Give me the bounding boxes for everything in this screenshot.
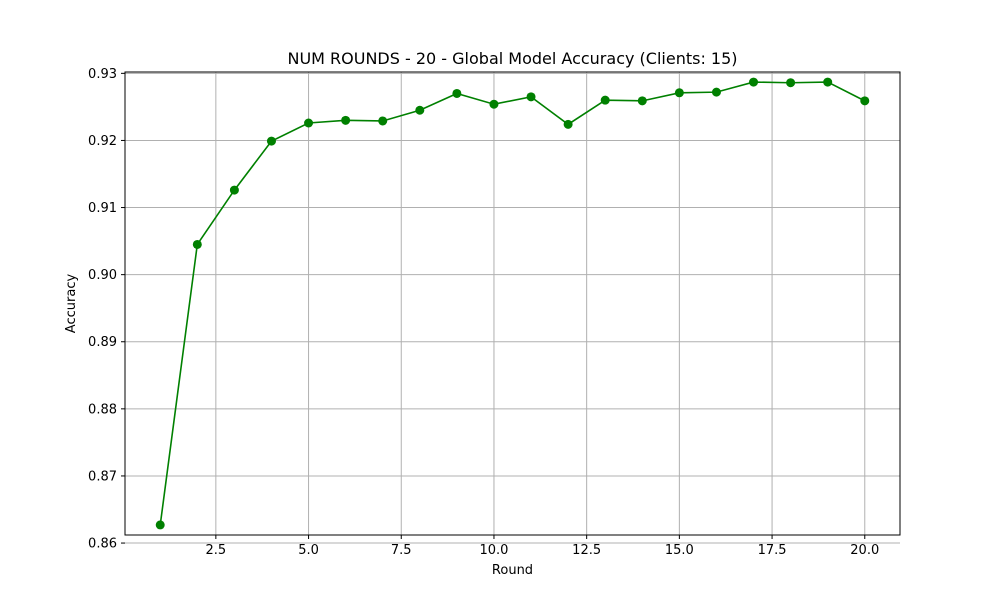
y-tick-label: 0.92: [88, 134, 117, 149]
data-point: [489, 99, 499, 109]
data-point: [341, 115, 351, 125]
x-axis-label: Round: [492, 563, 533, 578]
data-point: [637, 96, 647, 106]
grid: [125, 72, 900, 544]
data-point: [563, 119, 573, 129]
series-layer: [155, 77, 870, 530]
data-point: [674, 88, 684, 98]
x-tick-label: 17.5: [758, 543, 787, 558]
data-point: [155, 520, 165, 530]
y-tick-label: 0.91: [88, 201, 117, 216]
y-tick-label: 0.89: [88, 335, 117, 350]
x-tick-label: 5.0: [298, 543, 319, 558]
plot-area-frame: [124, 71, 901, 536]
chart-title: NUM ROUNDS - 20 - Global Model Accuracy …: [287, 49, 737, 68]
data-point: [266, 136, 276, 146]
y-tick-label: 0.86: [88, 537, 117, 552]
x-tick-label: 7.5: [391, 543, 412, 558]
x-tick-label: 2.5: [206, 543, 227, 558]
y-tick-label: 0.87: [88, 469, 117, 484]
data-point: [600, 95, 610, 105]
data-point: [452, 88, 462, 98]
data-point: [823, 77, 833, 87]
x-tick-label: 20.0: [850, 543, 879, 558]
data-point: [711, 87, 721, 97]
x-tick-label: 12.5: [572, 543, 601, 558]
y-axis-label: Accuracy: [64, 274, 79, 334]
y-tick-label: 0.93: [88, 67, 117, 82]
data-point: [229, 185, 239, 195]
x-tick-label: 10.0: [479, 543, 508, 558]
data-point: [192, 239, 202, 249]
data-point: [786, 78, 796, 88]
y-tick-label: 0.90: [88, 268, 117, 283]
data-point: [378, 116, 388, 126]
series-line: [159, 81, 866, 526]
data-point: [415, 105, 425, 115]
data-point: [304, 118, 314, 128]
y-tick-label: 0.88: [88, 402, 117, 417]
ticks: 2.5 5.0 7.5 10.0 12.5 15.0 17.5 20.0 0.86 0.87 0.8…: [88, 67, 879, 558]
data-point: [749, 77, 759, 87]
data-point: [860, 96, 870, 106]
data-point: [526, 92, 536, 102]
x-tick-label: 15.0: [665, 543, 694, 558]
